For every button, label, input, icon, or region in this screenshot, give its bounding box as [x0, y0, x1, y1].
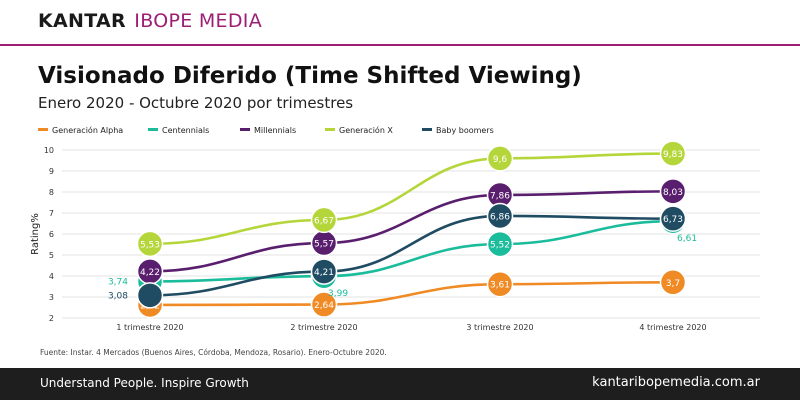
- data-point: [486, 145, 514, 172]
- x-tick-label: 2 trimestre 2020: [290, 323, 357, 332]
- data-point: [486, 202, 514, 230]
- y-tick-label: 9: [49, 167, 54, 176]
- brand-name-ibope: IBOPE MEDIA: [134, 10, 262, 32]
- legend-label: Baby boomers: [436, 126, 494, 135]
- data-label: 3,61: [490, 281, 510, 291]
- data-point: [310, 206, 338, 234]
- footer-tagline: Understand People. Inspire Growth: [40, 376, 249, 390]
- source-note: Fuente: Instar. 4 Mercados (Buenos Aires…: [40, 348, 387, 357]
- y-tick-label: 6: [49, 230, 54, 239]
- data-label: 6,86: [490, 212, 510, 222]
- legend-label: Generación Alpha: [52, 125, 123, 135]
- x-tick-label: 1 trimestre 2020: [116, 323, 183, 332]
- data-point: [659, 178, 687, 205]
- footer-bar: Understand People. Inspire Growth kantar…: [0, 368, 800, 400]
- data-label: 8,03: [663, 188, 683, 198]
- y-tick-label: 2: [49, 314, 54, 323]
- data-point: [659, 205, 687, 232]
- y-tick-label: 7: [49, 209, 54, 218]
- data-label: 3,74: [108, 277, 128, 287]
- series-line: [149, 190, 674, 273]
- brand-logo: KANTAR IBOPE MEDIA: [38, 10, 262, 32]
- data-label: 6,67: [314, 216, 334, 226]
- data-label: 5,52: [490, 241, 510, 251]
- legend-label: Generación X: [339, 125, 393, 135]
- y-tick-label: 3: [49, 293, 54, 302]
- data-label: 6,61: [677, 234, 697, 244]
- data-label: 5,57: [314, 240, 334, 250]
- y-tick-label: 8: [49, 188, 54, 197]
- data-label: 3,08: [108, 291, 128, 301]
- data-label: 9,6: [493, 155, 508, 165]
- page-title: Visionado Diferido (Time Shifted Viewing…: [38, 63, 582, 89]
- data-label: 9,83: [663, 150, 683, 160]
- legend-label: Centennials: [162, 126, 209, 135]
- data-label: 4,22: [140, 268, 160, 278]
- data-point: [659, 140, 687, 167]
- brand-name-kantar: KANTAR: [38, 10, 126, 32]
- data-point: [136, 282, 164, 309]
- data-point: [659, 269, 687, 296]
- data-label: 5,53: [140, 240, 160, 250]
- series-line: [149, 214, 674, 297]
- series-line: [149, 281, 674, 307]
- header-divider: [0, 44, 800, 46]
- data-point: [486, 270, 514, 298]
- data-point: [136, 230, 164, 258]
- y-tick-label: 5: [49, 251, 54, 260]
- x-tick-label: 3 trimestre 2020: [466, 323, 533, 332]
- chart-legend: Generación Alpha Centennials Millennials Ge…: [38, 125, 494, 135]
- series-line: [149, 219, 674, 283]
- data-point: [486, 230, 514, 258]
- data-point: [310, 258, 338, 285]
- data-point: [310, 291, 338, 318]
- data-label: 3,7: [666, 279, 680, 289]
- legend-swatch: [325, 128, 335, 131]
- footer-url[interactable]: kantaribopemedia.com.ar: [592, 375, 760, 390]
- line-chart: 2 3 4 5 6 7 8 9 10 Rating% 1 trimestre 2020 2 trime…: [30, 125, 760, 332]
- legend-swatch: [148, 128, 158, 131]
- legend-swatch: [422, 128, 432, 131]
- series-line: [149, 152, 674, 246]
- legend-swatch: [38, 128, 48, 131]
- legend-label: Millennials: [254, 126, 296, 135]
- x-tick-label: 4 trimestre 2020: [639, 323, 706, 332]
- y-axis-label: Rating%: [30, 213, 41, 255]
- legend-swatch: [240, 128, 250, 131]
- y-tick-label: 10: [44, 146, 54, 155]
- data-label: 7,86: [490, 191, 510, 201]
- data-label: 3,99: [328, 289, 348, 299]
- page-subtitle: Enero 2020 - Octubre 2020 por trimestres: [38, 94, 354, 112]
- data-label: 6,73: [663, 215, 683, 225]
- data-label: 2,64: [314, 301, 334, 311]
- data-label: 4,21: [314, 268, 334, 278]
- y-tick-label: 4: [49, 272, 54, 281]
